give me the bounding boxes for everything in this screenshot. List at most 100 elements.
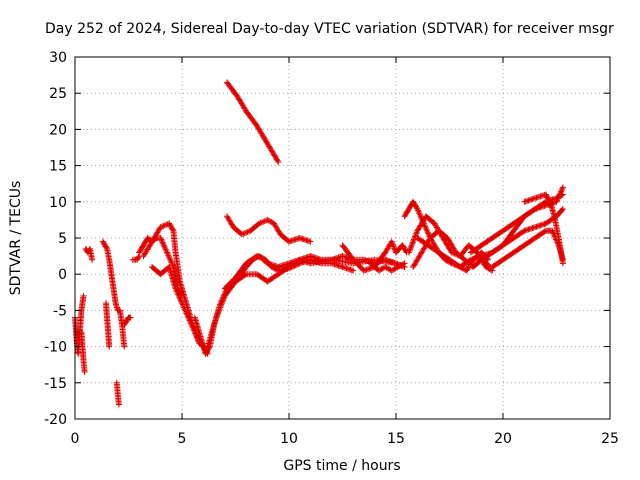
data-point bbox=[135, 254, 142, 261]
data-point bbox=[103, 244, 110, 251]
data-point bbox=[220, 295, 227, 302]
y-tick-label: 20 bbox=[49, 122, 67, 138]
data-point bbox=[166, 255, 173, 262]
data-point bbox=[416, 210, 423, 217]
series-arc-early-f bbox=[113, 379, 122, 408]
data-point bbox=[275, 158, 282, 165]
data-point bbox=[558, 187, 565, 194]
y-tick-label: -15 bbox=[44, 376, 67, 392]
data-point bbox=[391, 245, 398, 252]
data-point bbox=[240, 230, 247, 237]
y-tick-label: 10 bbox=[49, 195, 67, 211]
x-tick-label: 10 bbox=[280, 431, 298, 447]
data-point bbox=[243, 229, 250, 236]
y-axis-label: SDTVAR / TECUs bbox=[8, 181, 24, 296]
data-point bbox=[391, 266, 398, 273]
data-point bbox=[175, 292, 182, 299]
data-point bbox=[189, 323, 196, 330]
data-point bbox=[286, 265, 292, 272]
data-point bbox=[546, 197, 553, 204]
series-arc-16 bbox=[478, 184, 566, 263]
data-point bbox=[167, 258, 174, 265]
data-point bbox=[184, 311, 191, 318]
data-point bbox=[414, 206, 421, 213]
series-arc-early-e bbox=[103, 300, 113, 350]
y-tick-label: -10 bbox=[44, 340, 67, 356]
data-point bbox=[160, 222, 167, 229]
data-point bbox=[406, 248, 413, 255]
data-point bbox=[213, 314, 220, 321]
data-point bbox=[216, 307, 223, 314]
data-point bbox=[274, 157, 281, 164]
data-point bbox=[264, 216, 271, 223]
data-point bbox=[177, 295, 184, 302]
data-point bbox=[413, 229, 420, 236]
data-point bbox=[174, 290, 181, 297]
data-point bbox=[466, 257, 473, 264]
data-point bbox=[184, 313, 191, 320]
data-point bbox=[158, 236, 165, 243]
y-tick-label: 15 bbox=[49, 159, 67, 175]
data-point bbox=[162, 246, 169, 253]
data-point bbox=[397, 262, 404, 269]
data-point bbox=[423, 226, 430, 233]
data-point bbox=[408, 242, 415, 249]
series-arc-early-a bbox=[72, 292, 87, 357]
data-point bbox=[559, 207, 566, 214]
y-tick-label: 0 bbox=[58, 267, 67, 283]
data-point bbox=[557, 190, 564, 197]
data-point bbox=[216, 305, 223, 312]
data-point bbox=[388, 267, 395, 274]
data-point bbox=[416, 211, 423, 218]
y-tick-label: 30 bbox=[49, 50, 67, 66]
data-point bbox=[160, 240, 167, 247]
data-point bbox=[167, 256, 174, 263]
data-point bbox=[188, 321, 195, 328]
data-point bbox=[559, 184, 566, 191]
data-point bbox=[549, 227, 556, 234]
data-point bbox=[106, 343, 113, 350]
data-point bbox=[384, 265, 391, 272]
data-point bbox=[415, 207, 422, 214]
data-point bbox=[89, 256, 96, 263]
data-point bbox=[164, 250, 171, 257]
data-point bbox=[157, 224, 164, 231]
data-point bbox=[267, 218, 274, 225]
data-point bbox=[213, 313, 220, 320]
data-point bbox=[424, 227, 431, 234]
data-point bbox=[258, 219, 265, 226]
data-point bbox=[559, 185, 566, 192]
data-point bbox=[405, 249, 412, 256]
data-point bbox=[206, 344, 213, 351]
y-tick-label: -5 bbox=[53, 303, 67, 319]
data-point bbox=[555, 194, 562, 201]
data-point bbox=[214, 311, 221, 318]
data-point bbox=[182, 307, 189, 314]
data-point bbox=[379, 265, 386, 272]
data-point bbox=[177, 297, 184, 304]
data-point bbox=[388, 238, 395, 245]
data-point bbox=[559, 206, 566, 213]
data-point bbox=[413, 204, 420, 211]
data-point bbox=[553, 198, 560, 205]
data-point bbox=[260, 218, 267, 225]
data-point bbox=[557, 188, 564, 195]
data-point bbox=[396, 263, 403, 270]
series-arc-10 bbox=[367, 260, 408, 274]
data-point bbox=[180, 303, 187, 310]
data-point bbox=[520, 228, 527, 235]
data-point bbox=[424, 229, 431, 236]
data-point bbox=[169, 226, 176, 233]
data-point bbox=[127, 314, 134, 321]
data-point bbox=[392, 265, 399, 272]
data-point bbox=[115, 401, 122, 408]
data-point bbox=[242, 272, 249, 279]
data-point bbox=[413, 230, 420, 237]
data-point bbox=[409, 239, 416, 246]
y-tick-label: 5 bbox=[58, 231, 67, 247]
data-point bbox=[407, 245, 414, 252]
data-point bbox=[218, 300, 225, 307]
data-point bbox=[554, 195, 561, 202]
x-tick-label: 15 bbox=[387, 431, 405, 447]
data-point bbox=[217, 304, 224, 311]
